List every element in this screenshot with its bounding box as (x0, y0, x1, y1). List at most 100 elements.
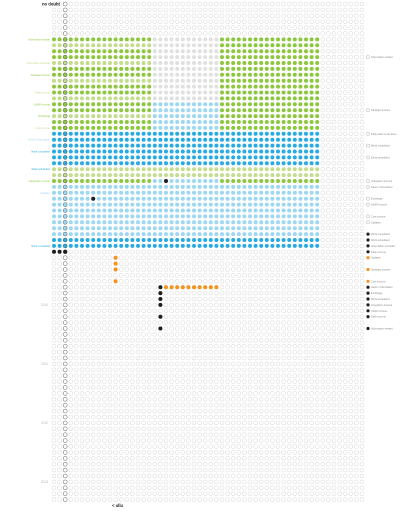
dot (326, 397, 331, 402)
dot (107, 403, 113, 408)
dot (136, 214, 140, 219)
dot (236, 125, 241, 130)
dot (52, 102, 56, 107)
dot (163, 267, 169, 272)
dot (141, 214, 146, 219)
dot (343, 308, 348, 313)
dot (113, 296, 118, 302)
dot (287, 114, 292, 119)
dot (253, 202, 258, 207)
category-label: Exchange (38, 114, 50, 118)
dot (180, 308, 186, 313)
dot (298, 279, 303, 284)
dot (208, 385, 214, 390)
dot (79, 332, 85, 337)
dot (359, 25, 365, 30)
dot (231, 155, 236, 160)
dot (264, 120, 269, 124)
dot (91, 155, 96, 160)
dot (264, 96, 269, 101)
dot (270, 214, 275, 219)
dot (264, 497, 269, 502)
dot (337, 249, 342, 255)
dot (158, 338, 163, 343)
dot (348, 102, 353, 107)
dot (51, 255, 57, 260)
dot (270, 120, 275, 124)
dot (348, 255, 353, 260)
dot (130, 13, 135, 19)
dot (230, 426, 236, 431)
dot (85, 249, 90, 255)
dot (287, 255, 292, 260)
dot (113, 208, 118, 213)
dot (304, 173, 308, 178)
dot (186, 385, 191, 390)
dot (51, 462, 57, 467)
dot (309, 155, 314, 160)
dot (242, 391, 247, 396)
dot (230, 420, 236, 426)
dot (186, 273, 191, 278)
dot (236, 261, 242, 266)
dot (192, 161, 196, 166)
dot (96, 403, 102, 408)
dot (152, 84, 157, 89)
dot (107, 279, 113, 284)
timeline-dot (62, 332, 68, 337)
dot (124, 184, 129, 189)
dot (253, 296, 258, 302)
legend-swatch (366, 185, 370, 189)
dot (331, 90, 337, 95)
dot (164, 137, 168, 142)
dot (219, 1, 225, 7)
dot (113, 96, 118, 101)
dot (208, 273, 214, 278)
dot (141, 19, 146, 24)
dot (242, 420, 247, 426)
dot (118, 450, 124, 455)
dot (242, 102, 247, 107)
dot (208, 279, 214, 284)
dot (96, 214, 101, 219)
timeline-dot (62, 255, 68, 260)
dot (348, 367, 353, 372)
dot (90, 403, 96, 408)
dot (113, 491, 118, 496)
dot (107, 432, 113, 437)
dot (219, 467, 225, 473)
dot (146, 344, 152, 349)
dot (343, 143, 348, 148)
dot (74, 13, 79, 19)
dot (236, 408, 242, 414)
dot (287, 37, 292, 42)
dot (85, 491, 90, 496)
dot (253, 25, 258, 30)
dot (303, 485, 309, 490)
dot (298, 373, 303, 378)
dot (136, 179, 140, 183)
dot (85, 391, 90, 396)
dot (124, 125, 129, 130)
dot (202, 462, 208, 467)
dot (331, 243, 337, 249)
dot (214, 13, 219, 19)
dot (124, 355, 130, 361)
dot (85, 332, 90, 337)
dot (359, 137, 365, 142)
dot (152, 485, 158, 490)
dot (124, 167, 129, 172)
dot (214, 161, 219, 166)
dot (74, 397, 79, 402)
dot (242, 379, 247, 384)
dot (219, 367, 225, 372)
dot (359, 273, 365, 278)
dot (180, 167, 185, 172)
dot (57, 125, 62, 130)
dot (147, 238, 152, 242)
dot (276, 102, 280, 107)
dot (331, 344, 337, 349)
dot (214, 397, 219, 402)
dot (253, 155, 258, 160)
